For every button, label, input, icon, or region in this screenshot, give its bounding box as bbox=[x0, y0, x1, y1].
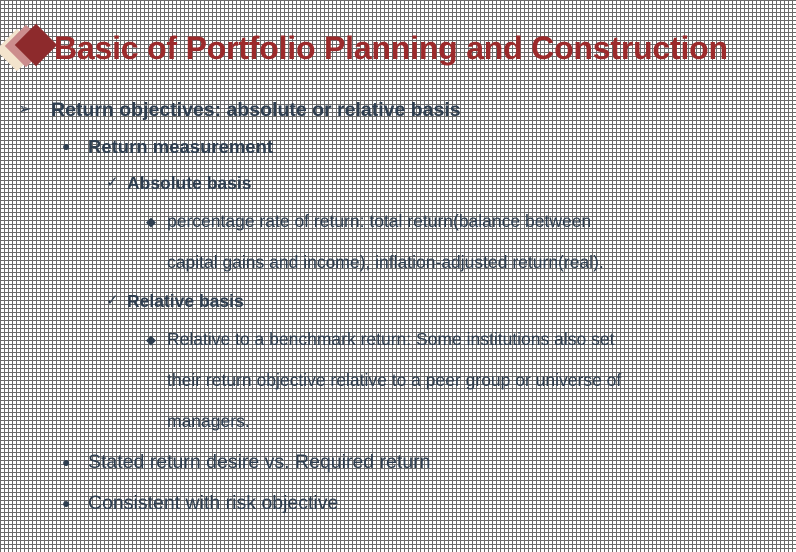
list-item-label: Absolute basis bbox=[127, 173, 252, 193]
list-item-label: Consistent with risk objective bbox=[88, 492, 339, 514]
disc-bullet-icon: ● bbox=[62, 138, 71, 154]
list-item-level1: ➢ Return objectives: absolute or relativ… bbox=[18, 92, 796, 128]
page-title: Basic of Portfolio Planning and Construc… bbox=[54, 30, 728, 66]
disc-bullet-icon: ● bbox=[62, 495, 71, 511]
paragraph-line: managers. bbox=[167, 411, 250, 431]
list-item-level2: ● Consistent with risk objective bbox=[62, 483, 796, 524]
list-item-level3: ✓ Absolute basis bbox=[106, 165, 796, 201]
three-diamonds-logo-icon bbox=[0, 23, 58, 75]
disc-bullet-icon: ● bbox=[62, 454, 71, 470]
list-item-level3: ✓ Relative basis bbox=[106, 283, 796, 319]
slide-body: ➢ Return objectives: absolute or relativ… bbox=[0, 92, 796, 524]
list-item-level2: ● Return measurement bbox=[62, 128, 796, 165]
list-item-label: Relative basis bbox=[127, 291, 244, 311]
list-item-paragraph: Relative to a benchmark return: Some ins… bbox=[167, 319, 766, 442]
diamond-bullet-icon: ◆ bbox=[146, 214, 156, 229]
paragraph-line: capital gains and income), inflation-adj… bbox=[167, 252, 604, 272]
paragraph-line: their return objective relative to a pee… bbox=[167, 370, 622, 390]
list-item-level4: ◆ percentage rate of return: total retur… bbox=[146, 201, 766, 283]
list-item-level4: ◆ Relative to a benchmark return: Some i… bbox=[146, 319, 766, 442]
arrow-bullet-icon: ➢ bbox=[18, 101, 32, 118]
check-bullet-icon: ✓ bbox=[106, 292, 119, 309]
list-item-label: Stated return desire vs. Required return bbox=[88, 451, 431, 473]
list-item-level2: ● Stated return desire vs. Required retu… bbox=[62, 442, 796, 483]
paragraph-line: Relative to a benchmark return: Some ins… bbox=[167, 329, 615, 349]
slide-title-row: Basic of Portfolio Planning and Construc… bbox=[0, 22, 796, 78]
check-bullet-icon: ✓ bbox=[106, 174, 119, 191]
diamond-bullet-icon: ◆ bbox=[146, 332, 156, 347]
list-item-label: Return measurement bbox=[88, 136, 274, 157]
list-item-label: Return objectives: absolute or relative … bbox=[51, 99, 461, 121]
paragraph-line: percentage rate of return: total return(… bbox=[167, 211, 592, 231]
list-item-paragraph: percentage rate of return: total return(… bbox=[167, 201, 766, 283]
